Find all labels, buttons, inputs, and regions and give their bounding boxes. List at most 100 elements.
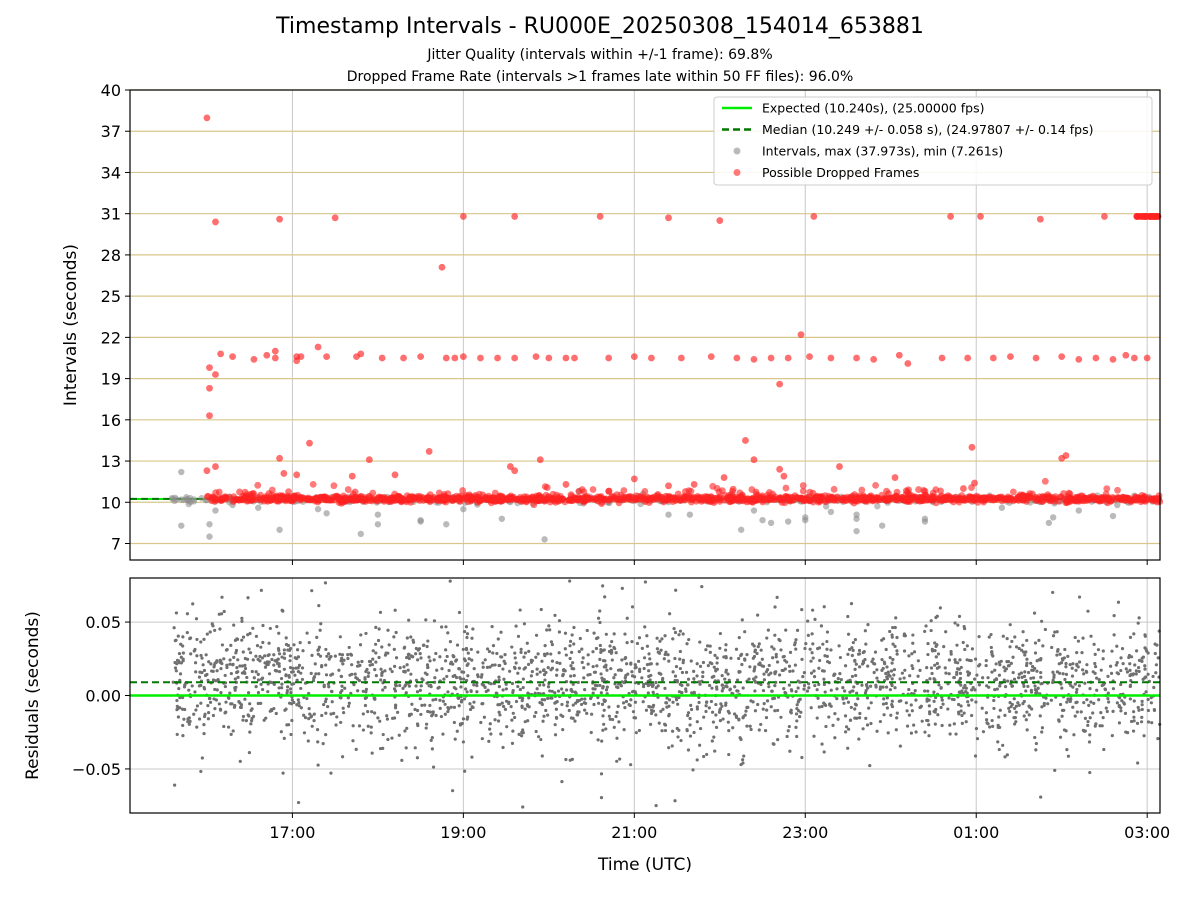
interval-point [314, 505, 322, 513]
residual-point [394, 704, 398, 708]
residual-point [671, 700, 675, 704]
residual-point [415, 708, 420, 713]
residual-point [248, 730, 252, 734]
residual-point [219, 667, 223, 671]
residual-point [1132, 632, 1136, 636]
residual-point [841, 686, 845, 690]
dropped-frame-point [380, 493, 388, 501]
residual-point [590, 712, 594, 716]
residual-point [811, 642, 815, 646]
residual-point [678, 657, 682, 661]
residual-point [465, 663, 469, 668]
residual-point [663, 634, 667, 638]
residual-point [712, 665, 716, 669]
residual-point [932, 690, 936, 694]
residual-point [728, 687, 732, 691]
residual-point [765, 699, 770, 703]
residual-point [1144, 690, 1148, 694]
residual-point [462, 677, 466, 681]
residual-point [1136, 665, 1141, 670]
top-ytick-label: 7 [111, 535, 121, 554]
residual-point [774, 652, 778, 657]
residual-point [475, 684, 479, 688]
residual-point [555, 673, 559, 677]
dropped-frame-point [249, 490, 257, 497]
residual-point [850, 653, 854, 658]
residual-point [527, 696, 531, 700]
residual-point [231, 729, 235, 733]
residual-point [272, 706, 276, 711]
residual-point [602, 722, 606, 726]
residual-point [508, 669, 512, 673]
residual-point [381, 746, 385, 750]
residual-point [340, 653, 345, 657]
residual-point [895, 716, 899, 720]
interval-point [874, 502, 881, 510]
residual-point [612, 725, 616, 729]
residual-point [434, 651, 438, 656]
residual-point [1029, 661, 1033, 665]
residual-point [441, 699, 445, 703]
residual-point [376, 716, 380, 720]
residual-point [884, 685, 889, 689]
residual-point [1117, 704, 1121, 709]
residual-point [173, 783, 177, 787]
residual-point [539, 607, 543, 612]
residual-point [1146, 672, 1150, 676]
residual-point [1066, 754, 1071, 758]
dropped-frame-point [271, 347, 279, 355]
residual-point [213, 707, 217, 711]
chart-subtitle-dropped: Dropped Frame Rate (intervals >1 frames … [346, 69, 854, 85]
residual-point [1046, 702, 1050, 706]
residual-point [482, 715, 486, 719]
residual-point [770, 689, 774, 693]
top-ytick-label: 31 [101, 205, 121, 224]
residual-point [521, 677, 525, 681]
bottom-xtick-label: 23:00 [782, 823, 828, 842]
residual-point [684, 670, 689, 675]
residual-point [954, 732, 958, 736]
residual-point [864, 642, 868, 646]
residual-point [472, 683, 476, 687]
residual-point [1146, 708, 1150, 713]
residual-point [594, 636, 599, 641]
residual-point [434, 713, 438, 718]
residual-point [199, 653, 203, 658]
dropped-frame-point [677, 354, 685, 362]
dropped-frame-point [271, 354, 279, 362]
residual-point [1088, 733, 1092, 737]
residual-point [603, 659, 607, 663]
residual-point [848, 678, 852, 682]
residual-point [1053, 768, 1057, 772]
residual-point [256, 691, 261, 695]
residual-point [1051, 670, 1055, 674]
dropped-frame-point [532, 353, 540, 361]
residual-point [597, 701, 601, 705]
residual-point [885, 665, 889, 669]
residual-point [1013, 716, 1018, 720]
residual-point [1010, 684, 1014, 688]
residual-point [542, 683, 546, 687]
dropped-frame-point [654, 490, 662, 498]
residual-point [1110, 734, 1114, 738]
residual-point [589, 730, 593, 735]
residual-point [339, 674, 343, 678]
residual-point [518, 608, 522, 612]
residual-point [773, 709, 777, 713]
residual-point [822, 669, 826, 673]
dropped-frame-point [229, 353, 236, 361]
dropped-frame-point [982, 495, 989, 502]
dropped-frame-point [870, 355, 878, 363]
residual-point [536, 652, 540, 656]
residual-point [562, 667, 566, 672]
residual-point [1097, 698, 1101, 702]
dropped-frame-point [1075, 355, 1083, 363]
legend-box [713, 96, 1153, 186]
residual-point [544, 708, 548, 713]
residual-point [580, 647, 584, 651]
residual-point [481, 665, 485, 669]
residual-point [1039, 795, 1043, 799]
residual-point [585, 711, 589, 715]
residual-point [970, 698, 974, 702]
residual-point [655, 662, 659, 666]
